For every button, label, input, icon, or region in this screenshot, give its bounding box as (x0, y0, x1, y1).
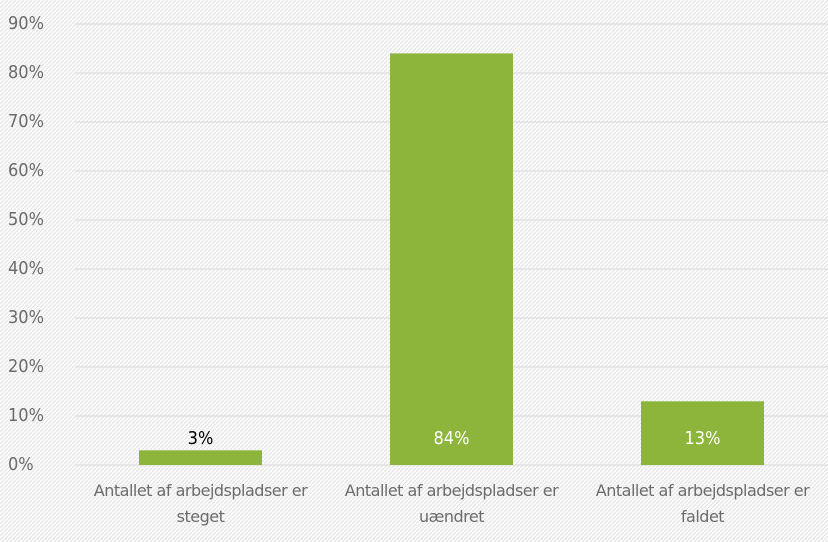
y-tick-label: 80% (8, 62, 44, 83)
bar (139, 450, 262, 465)
y-tick-label: 20% (8, 356, 44, 377)
y-tick-label: 70% (8, 111, 44, 132)
y-tick-label: 90% (8, 13, 44, 34)
x-tick-label: Antallet af arbejdspladser er steget (93, 481, 308, 526)
value-label: 84% (434, 428, 470, 449)
bar (390, 53, 513, 466)
y-tick-label: 60% (8, 160, 44, 181)
x-tick-label: Antallet af arbejdspladser er faldet (595, 481, 810, 526)
y-tick-label: 40% (8, 258, 44, 279)
y-tick-label: 0% (8, 454, 34, 475)
value-label: 3% (188, 428, 214, 449)
y-tick-label: 50% (8, 209, 44, 230)
y-tick-label: 30% (8, 307, 44, 328)
y-tick-label: 10% (8, 405, 44, 426)
value-label: 13% (685, 428, 721, 449)
x-tick-label: Antallet af arbejdspladser er uændret (344, 481, 559, 526)
bar (641, 401, 764, 465)
